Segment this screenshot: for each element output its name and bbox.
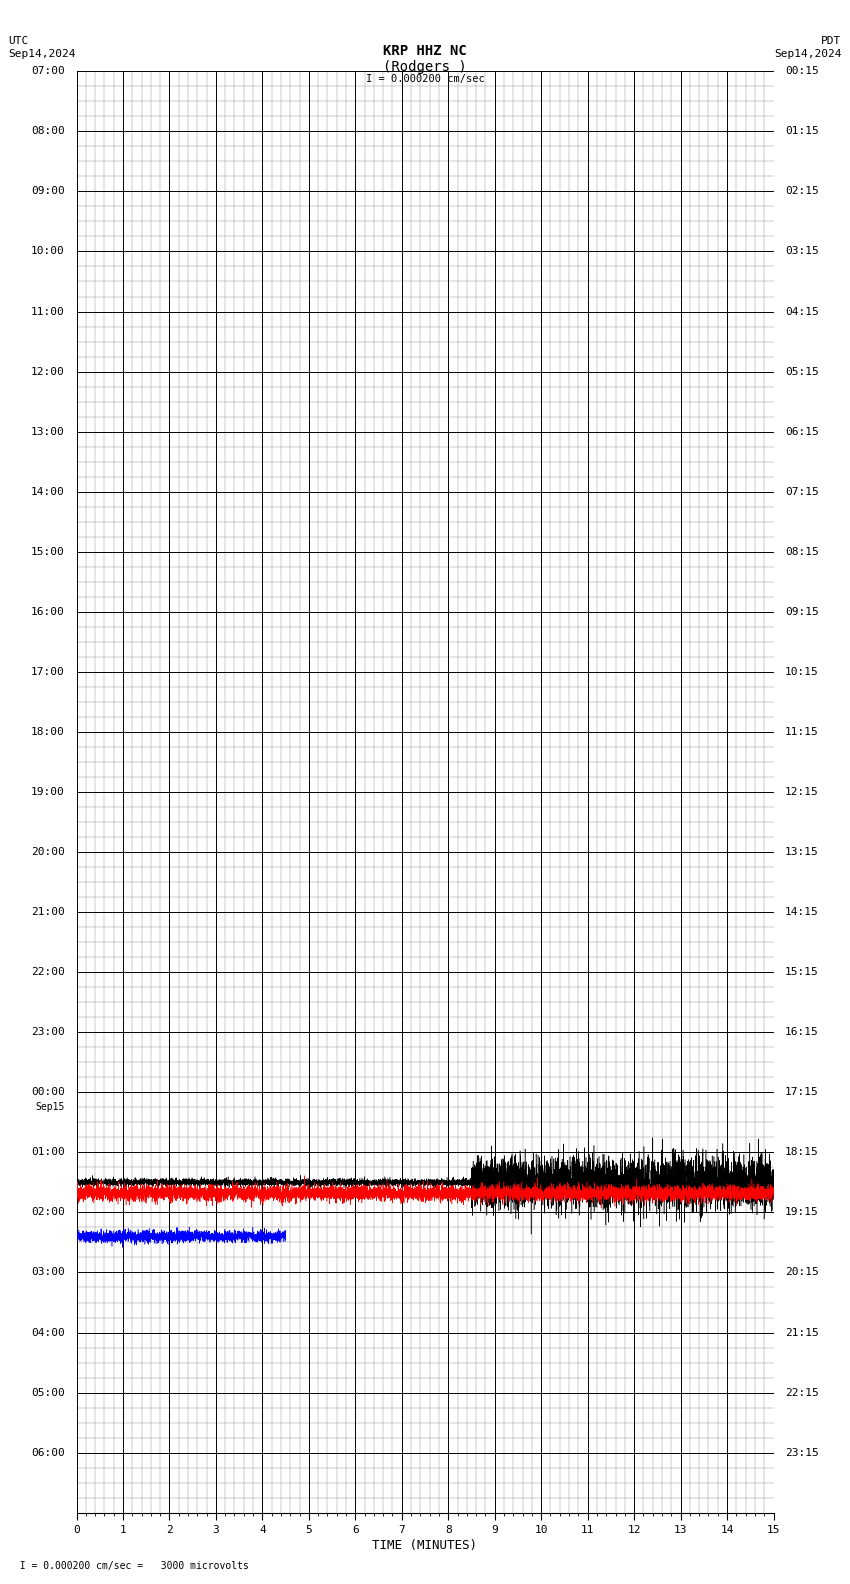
Text: 09:15: 09:15 bbox=[785, 607, 819, 616]
Text: 01:15: 01:15 bbox=[785, 127, 819, 136]
Text: 07:00: 07:00 bbox=[31, 67, 65, 76]
Text: 05:00: 05:00 bbox=[31, 1388, 65, 1397]
Text: 11:00: 11:00 bbox=[31, 307, 65, 317]
Text: 03:15: 03:15 bbox=[785, 247, 819, 257]
Text: 00:15: 00:15 bbox=[785, 67, 819, 76]
Text: I = 0.000200 cm/sec: I = 0.000200 cm/sec bbox=[366, 74, 484, 84]
Text: 07:15: 07:15 bbox=[785, 486, 819, 497]
Text: KRP HHZ NC: KRP HHZ NC bbox=[383, 44, 467, 59]
Text: 17:15: 17:15 bbox=[785, 1087, 819, 1098]
Text: 18:15: 18:15 bbox=[785, 1147, 819, 1158]
Text: 19:15: 19:15 bbox=[785, 1207, 819, 1218]
Text: 21:15: 21:15 bbox=[785, 1327, 819, 1337]
Text: PDT: PDT bbox=[821, 36, 842, 46]
Text: 02:15: 02:15 bbox=[785, 187, 819, 196]
Text: 17:00: 17:00 bbox=[31, 667, 65, 676]
Text: 20:00: 20:00 bbox=[31, 847, 65, 857]
Text: 10:00: 10:00 bbox=[31, 247, 65, 257]
Text: 03:00: 03:00 bbox=[31, 1267, 65, 1277]
Text: 23:00: 23:00 bbox=[31, 1028, 65, 1038]
Text: 10:15: 10:15 bbox=[785, 667, 819, 676]
X-axis label: TIME (MINUTES): TIME (MINUTES) bbox=[372, 1538, 478, 1552]
Text: 16:15: 16:15 bbox=[785, 1028, 819, 1038]
Text: (Rodgers ): (Rodgers ) bbox=[383, 60, 467, 74]
Text: 22:15: 22:15 bbox=[785, 1388, 819, 1397]
Text: 14:00: 14:00 bbox=[31, 486, 65, 497]
Text: 04:15: 04:15 bbox=[785, 307, 819, 317]
Text: 04:00: 04:00 bbox=[31, 1327, 65, 1337]
Text: 20:15: 20:15 bbox=[785, 1267, 819, 1277]
Text: 08:15: 08:15 bbox=[785, 546, 819, 556]
Text: 12:15: 12:15 bbox=[785, 787, 819, 797]
Text: 21:00: 21:00 bbox=[31, 908, 65, 917]
Text: 23:15: 23:15 bbox=[785, 1448, 819, 1457]
Text: Sep15: Sep15 bbox=[36, 1102, 65, 1112]
Text: 12:00: 12:00 bbox=[31, 366, 65, 377]
Text: 13:15: 13:15 bbox=[785, 847, 819, 857]
Text: 08:00: 08:00 bbox=[31, 127, 65, 136]
Text: 22:00: 22:00 bbox=[31, 968, 65, 977]
Text: 11:15: 11:15 bbox=[785, 727, 819, 737]
Text: 01:00: 01:00 bbox=[31, 1147, 65, 1158]
Text: I = 0.000200 cm/sec =   3000 microvolts: I = 0.000200 cm/sec = 3000 microvolts bbox=[8, 1562, 249, 1571]
Text: 05:15: 05:15 bbox=[785, 366, 819, 377]
Text: UTC: UTC bbox=[8, 36, 29, 46]
Text: 16:00: 16:00 bbox=[31, 607, 65, 616]
Text: 14:15: 14:15 bbox=[785, 908, 819, 917]
Text: 19:00: 19:00 bbox=[31, 787, 65, 797]
Text: 13:00: 13:00 bbox=[31, 426, 65, 437]
Text: 09:00: 09:00 bbox=[31, 187, 65, 196]
Text: 18:00: 18:00 bbox=[31, 727, 65, 737]
Text: 02:00: 02:00 bbox=[31, 1207, 65, 1218]
Text: Sep14,2024: Sep14,2024 bbox=[8, 49, 76, 59]
Text: 15:15: 15:15 bbox=[785, 968, 819, 977]
Text: 06:00: 06:00 bbox=[31, 1448, 65, 1457]
Text: 00:00: 00:00 bbox=[31, 1087, 65, 1098]
Text: 06:15: 06:15 bbox=[785, 426, 819, 437]
Text: Sep14,2024: Sep14,2024 bbox=[774, 49, 842, 59]
Text: 15:00: 15:00 bbox=[31, 546, 65, 556]
